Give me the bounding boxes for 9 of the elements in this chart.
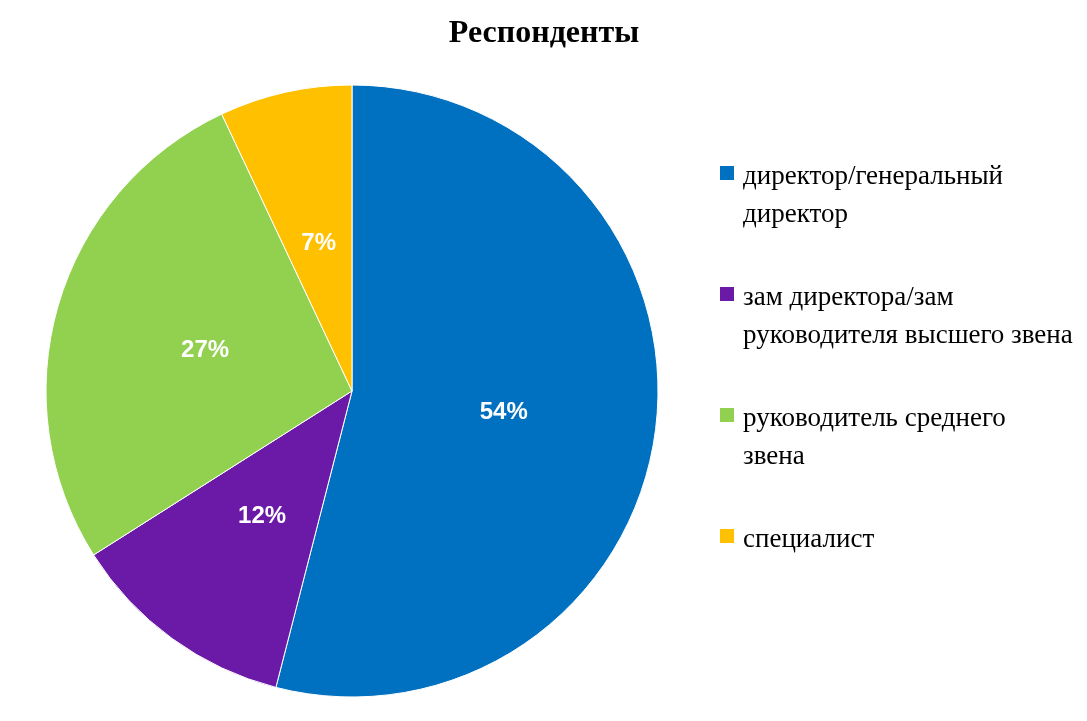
data-label: 7% [301, 228, 336, 256]
data-label: 54% [479, 396, 528, 424]
chart-title: Респонденты [448, 13, 640, 49]
legend-label: руководитель среднего звена [743, 402, 1006, 470]
legend-label: директор/генеральный директор [743, 160, 1004, 228]
legend-label: специалист [743, 523, 875, 553]
legend-label: зам директора/зам руководителя высшего звена [743, 281, 1073, 349]
data-label: 27% [181, 334, 230, 362]
data-label: 12% [238, 501, 287, 529]
